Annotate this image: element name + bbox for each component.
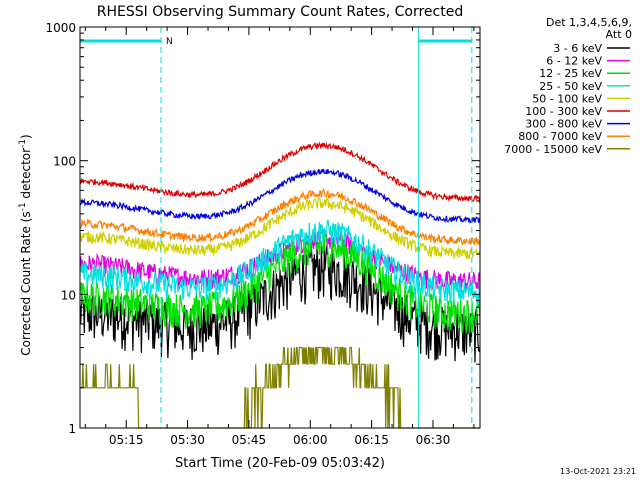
- y-axis-label: Corrected Count Rate (s-1 detector-1): [18, 134, 33, 355]
- y-axis-label-part1: Corrected Count Rate (s: [19, 211, 33, 355]
- legend-label-7: 800 - 7000 keV: [518, 130, 602, 143]
- axes: 1 10 100 1000 05:15 05:30 05:45 06:00 06:15 06:30: [45, 21, 481, 447]
- series-line-8: [80, 346, 480, 429]
- y-tick-label-3: 1000: [45, 21, 76, 35]
- chart-title: RHESSI Observing Summary Count Rates, Co…: [97, 4, 463, 20]
- legend-header-line2: Att 0: [606, 28, 632, 41]
- legend-label-6: 300 - 800 keV: [525, 118, 602, 131]
- y-axis-label-part3: ): [19, 134, 33, 139]
- y-axis-label-sup1: -1: [18, 202, 28, 211]
- series-line-4: [79, 197, 481, 260]
- series-line-6: [80, 168, 481, 224]
- x-tick-label-5: 06:30: [416, 433, 451, 447]
- legend-label-1: 6 - 12 keV: [546, 55, 602, 68]
- legend-label-3: 25 - 50 keV: [539, 80, 602, 93]
- series-line-7: [79, 187, 481, 246]
- x-axis-label: Start Time (20-Feb-09 05:03:42): [175, 456, 385, 471]
- legend-header-line1: Det 1,3,4,5,6,9,: [546, 16, 632, 29]
- x-tick-label-4: 06:15: [354, 433, 389, 447]
- footer-timestamp: 13-Oct-2021 23:21: [560, 467, 636, 476]
- y-axis-label-sup2: -1: [18, 139, 28, 148]
- legend-label-5: 100 - 300 keV: [525, 105, 602, 118]
- series-line-3: [79, 219, 481, 305]
- legend-label-0: 3 - 6 keV: [553, 42, 602, 55]
- x-tick-label-3: 06:00: [293, 433, 328, 447]
- legend-label-4: 50 - 100 keV: [532, 92, 602, 105]
- night-markers: N: [79, 27, 473, 428]
- legend-label-2: 12 - 25 keV: [539, 67, 602, 80]
- y-tick-label-0: 1: [68, 422, 76, 436]
- y-tick-label-1: 10: [61, 288, 76, 302]
- series-layer: [79, 141, 481, 429]
- x-tick-label-1: 05:30: [170, 433, 205, 447]
- night-bar-label: N: [166, 37, 173, 47]
- y-tick-label-2: 100: [53, 155, 76, 169]
- x-tick-label-0: 05:15: [109, 433, 144, 447]
- series-line-5: [79, 141, 481, 204]
- x-tick-label-2: 05:45: [232, 433, 267, 447]
- y-axis-label-part2: detector: [19, 148, 33, 203]
- plot-frame: [79, 26, 481, 429]
- legend-label-8: 7000 - 15000 keV: [504, 143, 602, 156]
